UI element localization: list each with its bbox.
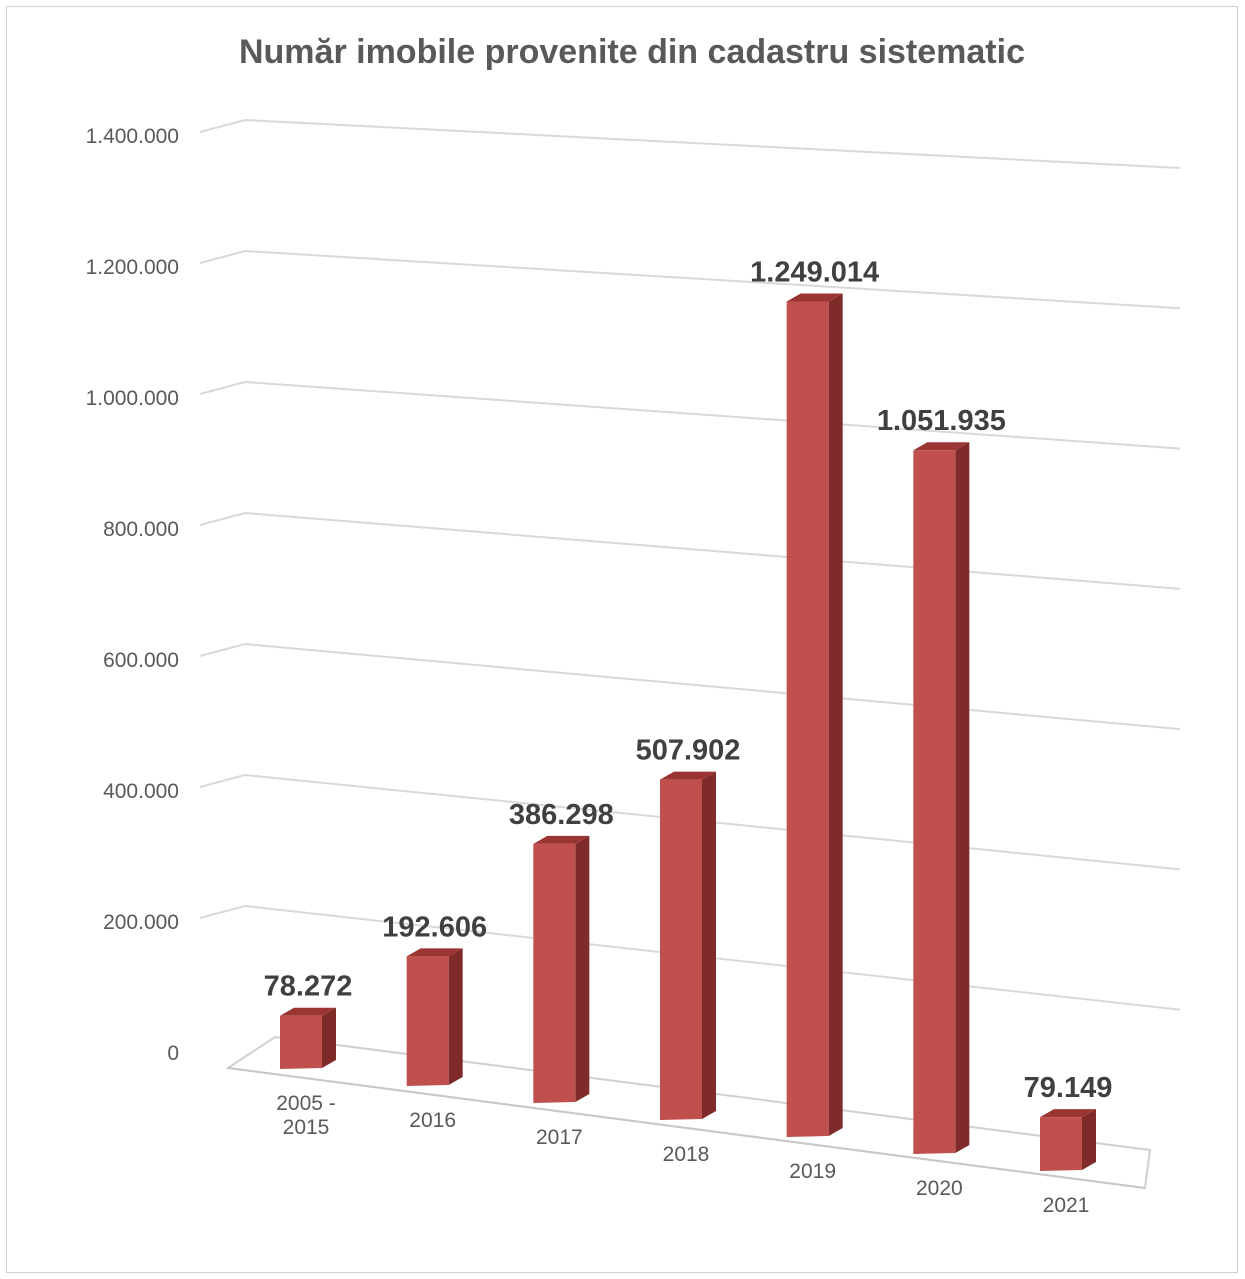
bar xyxy=(913,442,970,1154)
x-tick-label: 2016 xyxy=(409,1109,456,1132)
data-label: 1.051.935 xyxy=(877,405,1006,437)
chart-title: Număr imobile provenite din cadastru sis… xyxy=(239,33,1025,71)
data-labels: 78.272 192.606 386.298 507.902 1.249.014 1.05… xyxy=(264,257,1113,1105)
bar-side xyxy=(702,771,716,1119)
data-label: 78.272 xyxy=(264,971,353,1003)
gridline-side xyxy=(199,774,246,788)
bar-side xyxy=(955,442,970,1153)
bar-top xyxy=(1040,1109,1096,1118)
bar xyxy=(533,835,590,1103)
bar-top xyxy=(786,293,843,302)
bar-top xyxy=(660,771,716,780)
gridline-side xyxy=(199,905,246,919)
x-tick-label: 2018 xyxy=(663,1143,710,1166)
y-tick-label: 200.000 xyxy=(103,911,179,934)
gridline-side xyxy=(199,512,246,526)
x-tick-label: 2019 xyxy=(789,1160,836,1183)
y-tick-label: 1.200.000 xyxy=(86,256,179,279)
chart-frame xyxy=(6,6,1238,1273)
bar xyxy=(786,293,843,1137)
bar-front xyxy=(533,843,576,1103)
bar-front xyxy=(913,450,956,1154)
gridline-side xyxy=(199,250,246,264)
x-tick-label: 2017 xyxy=(536,1126,583,1149)
bars xyxy=(280,293,1096,1171)
gridline xyxy=(244,250,1181,310)
y-tick-label: 800.000 xyxy=(103,518,179,541)
y-tick-label: 400.000 xyxy=(103,780,179,803)
bar-front xyxy=(280,1015,322,1069)
bar-side xyxy=(1082,1109,1096,1170)
x-axis-line xyxy=(227,1067,1146,1189)
bar-top xyxy=(406,948,463,957)
gridline xyxy=(244,643,1181,731)
bar-front xyxy=(406,956,449,1086)
y-tick-label: 1.000.000 xyxy=(86,387,179,410)
data-label: 192.606 xyxy=(382,911,487,943)
gridline-side xyxy=(199,381,246,395)
chart-floor xyxy=(225,1035,1152,1190)
bar-side xyxy=(575,835,590,1102)
gridline-side xyxy=(199,643,246,657)
bar-front xyxy=(660,779,702,1120)
gridline xyxy=(244,119,1181,169)
gridline-side xyxy=(199,119,246,133)
bar-front xyxy=(786,301,829,1137)
gridline xyxy=(244,381,1181,450)
y-tick-label: 0 xyxy=(167,1042,179,1065)
bar-side xyxy=(448,948,463,1085)
bar xyxy=(406,948,463,1086)
y-tick-label: 600.000 xyxy=(103,649,179,672)
bar-top xyxy=(533,835,590,844)
bar-side xyxy=(322,1007,336,1068)
gridline xyxy=(244,512,1181,590)
bar-side xyxy=(828,293,843,1136)
x-tick-label: 2021 xyxy=(1043,1194,1090,1217)
data-label: 79.149 xyxy=(1024,1072,1113,1104)
data-label: 1.249.014 xyxy=(750,257,879,289)
gridlines xyxy=(199,119,1181,1011)
x-axis-ticks: 2005 -2015 2016 2017 2018 2019 2020 2021 xyxy=(276,1092,1089,1217)
data-label: 507.902 xyxy=(636,735,741,767)
x-tick-label: 2005 -2015 xyxy=(276,1092,336,1139)
bar-front xyxy=(1040,1117,1082,1171)
data-label: 386.298 xyxy=(509,799,614,831)
x-tick-label: 2020 xyxy=(916,1177,963,1200)
bar xyxy=(660,771,716,1120)
bar-top xyxy=(280,1007,336,1016)
bar-top xyxy=(913,442,970,451)
bar xyxy=(1040,1109,1096,1171)
y-tick-label: 1.400.000 xyxy=(86,125,179,148)
bar xyxy=(280,1007,336,1069)
y-axis-ticks: 0 200.000 400.000 600.000 800.000 1.000.000 1.… xyxy=(86,125,179,1065)
